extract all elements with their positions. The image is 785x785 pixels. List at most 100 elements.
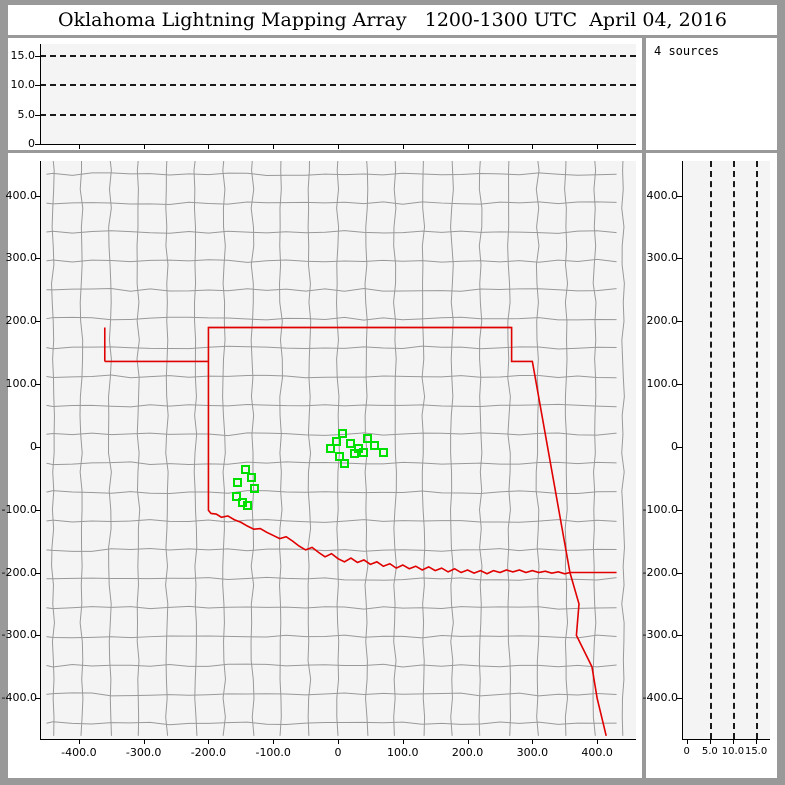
x-tick	[273, 144, 275, 149]
y-tick-label: 200.0	[5, 314, 38, 328]
y-tick	[35, 85, 41, 87]
y-tick	[35, 258, 41, 260]
x-tick	[338, 144, 339, 149]
y-tick-label: 300.0	[5, 251, 38, 265]
page-title: Oklahoma Lightning Mapping Array 1200-13…	[58, 9, 727, 31]
map-plot-area[interactable]	[40, 161, 636, 739]
x-tick	[467, 144, 469, 149]
x-tick	[597, 144, 599, 149]
gridline-altitude	[709, 161, 712, 739]
y-tick-label: -400.0	[642, 691, 678, 705]
x-axis-line	[682, 739, 770, 740]
y-tick	[677, 321, 683, 323]
y-tick	[677, 509, 683, 511]
x-tick-label: 10.0	[721, 746, 745, 757]
y-tick	[35, 635, 41, 637]
x-tick	[78, 739, 80, 744]
east-height-plot-area[interactable]	[682, 161, 770, 739]
y-tick-label: -200.0	[642, 565, 678, 579]
y-tick-label: 5.0	[17, 107, 36, 121]
y-tick-label: 100.0	[5, 377, 38, 391]
y-tick-label: -300.0	[642, 628, 678, 642]
y-tick-label: -400.0	[1, 691, 37, 705]
y-tick	[35, 446, 41, 448]
source-count-panel: 4 sources	[646, 38, 777, 150]
y-tick	[35, 195, 41, 197]
source-count-label: 4 sources	[654, 44, 720, 58]
lightning-source-marker	[233, 478, 243, 488]
y-tick-label: 200.0	[646, 314, 679, 328]
x-tick	[208, 144, 210, 149]
x-tick	[402, 144, 404, 149]
east-height-panel[interactable]: -400.0 -300.0 -200.0 -100.0 0 100.0 200.0 300.0…	[643, 153, 777, 778]
x-tick	[532, 144, 534, 149]
x-tick	[756, 739, 758, 744]
lightning-source-marker	[359, 448, 369, 457]
lightning-source-marker	[325, 443, 335, 453]
plan-view-map-panel[interactable]: -400.0 -300.0 -200.0 -100.0 0 100.0 200.0 300.0…	[2, 153, 642, 778]
y-tick-label: 10.0	[10, 78, 36, 92]
y-tick	[35, 384, 41, 386]
lightning-source-marker	[379, 448, 389, 457]
y-tick	[35, 114, 41, 116]
y-tick-label: 0	[30, 439, 37, 453]
county-borders	[46, 161, 625, 736]
y-tick	[677, 635, 683, 637]
lightning-source-marker	[338, 428, 348, 438]
x-tick	[273, 739, 275, 744]
lightning-source-marker	[247, 472, 257, 482]
gridline-altitude	[756, 161, 759, 739]
y-axis-line	[682, 161, 683, 739]
gridline-altitude	[40, 84, 636, 87]
title-panel: Oklahoma Lightning Mapping Array 1200-13…	[8, 5, 777, 35]
y-tick	[35, 321, 41, 323]
y-tick	[677, 195, 683, 197]
lightning-source-marker	[240, 464, 250, 474]
gridline-altitude	[40, 54, 636, 57]
x-tick-label: 200.0	[451, 746, 484, 759]
y-tick-label: -100.0	[1, 502, 37, 516]
x-tick	[597, 739, 599, 744]
y-tick	[35, 144, 41, 145]
x-tick	[709, 739, 711, 744]
y-tick	[35, 55, 41, 57]
y-tick-label: 400.0	[646, 188, 679, 202]
x-tick	[686, 739, 688, 744]
x-tick	[208, 739, 210, 744]
y-tick	[35, 572, 41, 574]
x-tick	[532, 739, 534, 744]
x-tick	[338, 739, 339, 744]
y-tick	[677, 698, 683, 700]
map-geography	[46, 161, 625, 737]
y-tick	[677, 572, 683, 574]
time-height-plot-area[interactable]	[40, 44, 636, 144]
x-tick-label: -400.0	[61, 746, 97, 759]
lightning-source-marker	[370, 441, 380, 451]
x-tick-label: 400.0	[581, 746, 613, 759]
time-height-panel[interactable]: 05.010.015.0-400.0-300.0-200.0-100.00100…	[8, 38, 642, 164]
gridline-altitude	[40, 113, 636, 116]
x-tick	[402, 739, 404, 744]
x-tick-label: 300.0	[516, 746, 549, 759]
x-tick-label: 5.0	[701, 746, 718, 757]
y-tick-label: -200.0	[1, 565, 37, 579]
y-tick-label: -100.0	[642, 502, 678, 516]
y-tick-label: 0	[28, 137, 35, 150]
lightning-source-marker	[231, 491, 241, 501]
y-tick	[677, 446, 683, 448]
x-tick-label: -300.0	[125, 746, 162, 759]
x-tick-label: 0	[683, 746, 690, 757]
y-axis-line	[40, 44, 41, 144]
gridline-altitude	[732, 161, 735, 739]
x-tick-label: -100.0	[255, 746, 291, 759]
x-tick-label: -200.0	[190, 746, 227, 759]
x-tick	[143, 739, 145, 744]
lightning-source-marker	[350, 448, 360, 458]
y-tick	[35, 509, 41, 511]
x-tick	[732, 739, 734, 744]
y-tick-label: 100.0	[646, 377, 679, 391]
y-tick-label: 400.0	[5, 188, 38, 202]
y-tick	[677, 384, 683, 386]
y-tick-label: 15.0	[10, 48, 36, 62]
y-tick-label: 0	[671, 439, 678, 453]
